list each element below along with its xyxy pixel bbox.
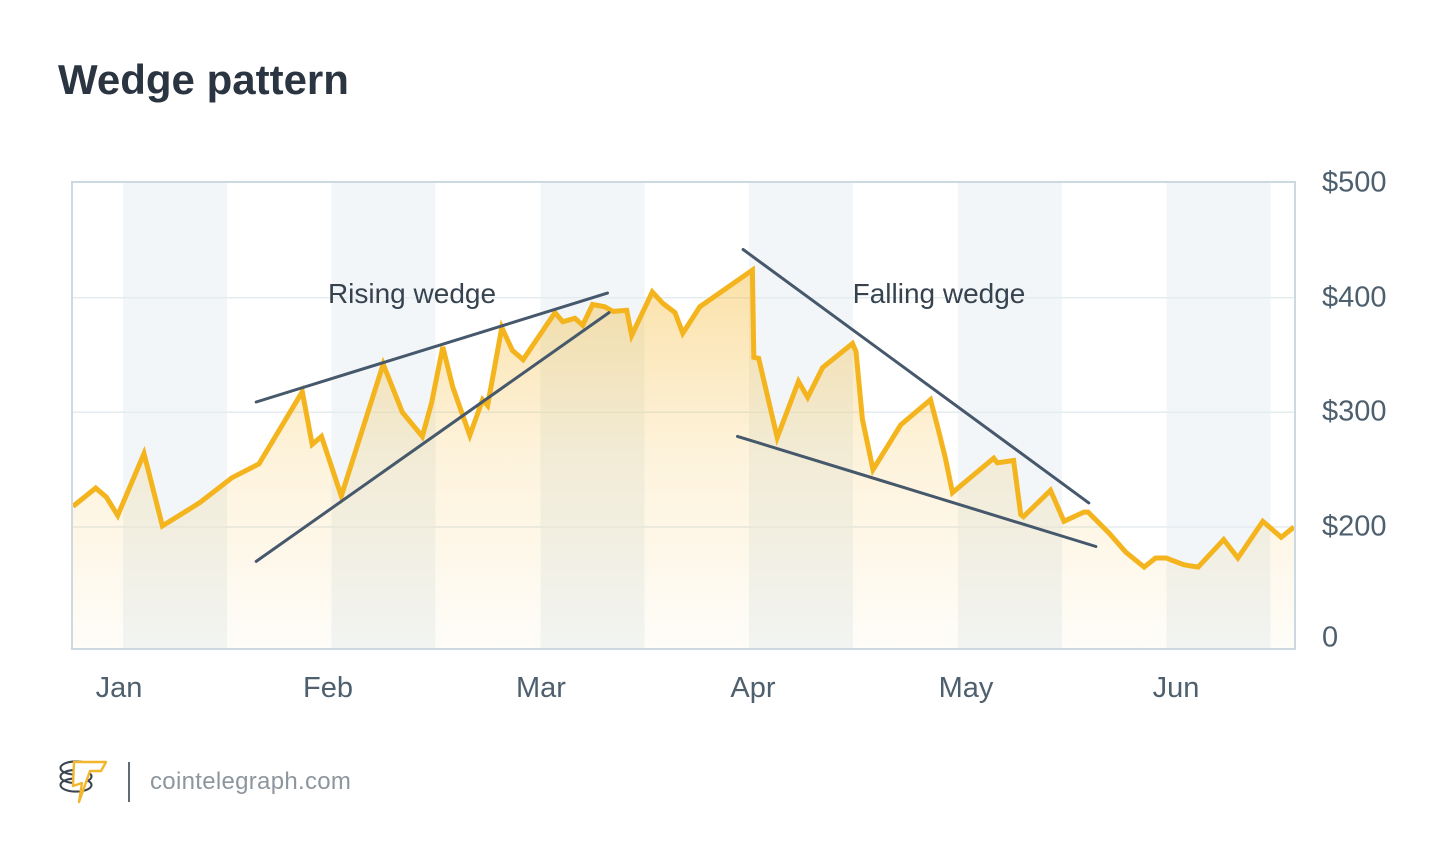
page-title: Wedge pattern (58, 56, 349, 103)
footer-branding: cointelegraph.com (56, 756, 351, 808)
x-tick-feb: Feb (303, 672, 353, 704)
trendline-falling-wedge-upper (741, 248, 1091, 505)
lightning-bolt-icon (71, 760, 108, 804)
y-tick-400: $400 (1322, 281, 1387, 314)
x-tick-apr: Apr (730, 672, 776, 704)
price-area-fill (73, 270, 1294, 648)
x-tick-jan: Jan (95, 672, 143, 704)
trendline-rising-wedge-upper (254, 291, 609, 404)
trendline-falling-wedge-lower (736, 434, 1098, 548)
x-tick-jun: Jun (1152, 672, 1200, 704)
rising-wedge-label: Rising wedge (327, 278, 497, 309)
brand-text: cointelegraph.com (150, 768, 352, 795)
y-tick-200: $200 (1322, 510, 1387, 543)
y-tick-300: $300 (1322, 395, 1387, 428)
trendline-rising-wedge-lower (254, 311, 611, 563)
chart-plot-area (71, 181, 1296, 650)
cointelegraph-logo-icon (59, 760, 108, 804)
y-tick-0: 0 (1322, 621, 1339, 654)
price-line (73, 265, 1294, 571)
x-tick-may: May (938, 672, 994, 704)
price-series-layer (73, 265, 1294, 648)
footer-divider (128, 762, 130, 802)
falling-wedge-label: Falling wedge (852, 278, 1026, 309)
y-tick-500: $500 (1322, 166, 1387, 199)
trendlines-layer (254, 248, 1098, 563)
x-tick-mar: Mar (516, 672, 566, 704)
wedge-chart-svg (73, 248, 1294, 648)
